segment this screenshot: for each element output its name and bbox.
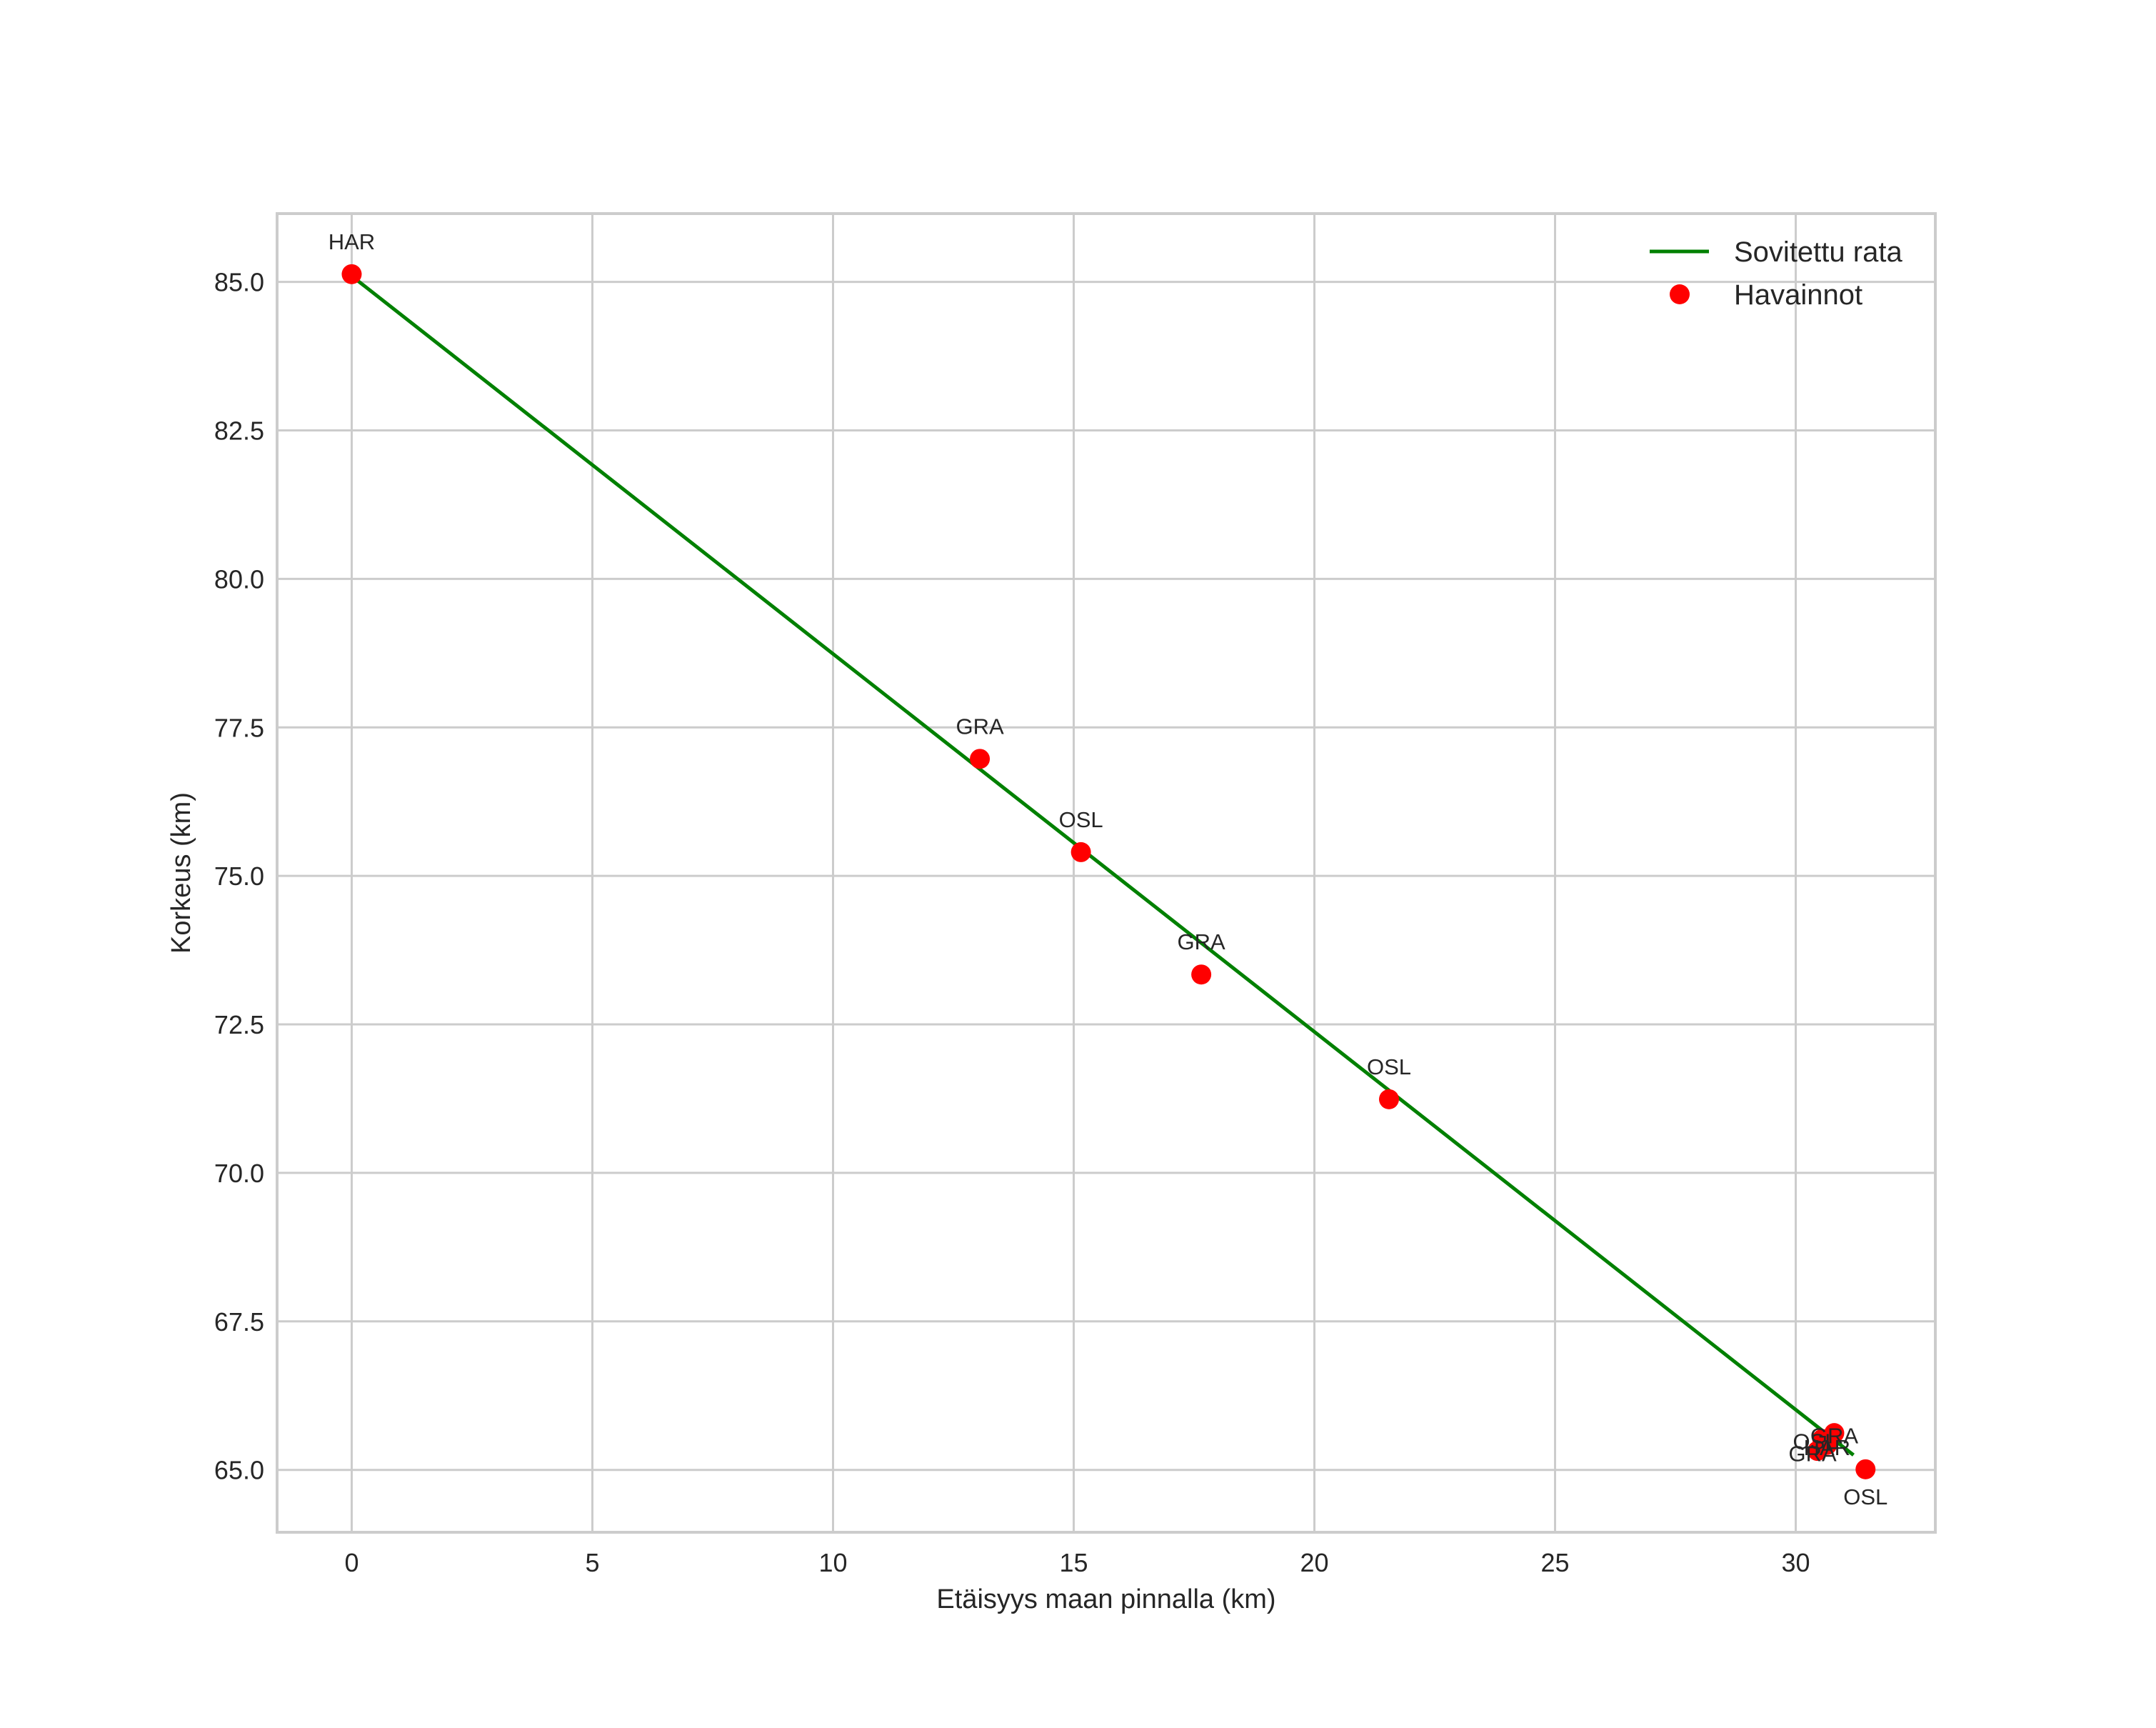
y-tick-label: 77.5 bbox=[214, 713, 264, 742]
station-label: GRA bbox=[1789, 1441, 1837, 1466]
y-tick-label: 75.0 bbox=[214, 861, 264, 891]
fitted-trajectory-line bbox=[350, 274, 1855, 1457]
x-axis-label: Etäisyys maan pinnalla (km) bbox=[936, 1584, 1275, 1614]
observation-point bbox=[1855, 1459, 1876, 1479]
x-tick-label: 0 bbox=[344, 1548, 359, 1577]
legend-label-fitted: Sovitettu rata bbox=[1734, 236, 1902, 268]
legend: Sovitettu rata Havainnot bbox=[1650, 236, 1902, 311]
x-tick-label: 25 bbox=[1541, 1548, 1570, 1577]
y-tick-label: 82.5 bbox=[214, 416, 264, 446]
station-label: GRA bbox=[956, 714, 1004, 739]
x-tick-label: 30 bbox=[1782, 1548, 1810, 1577]
y-tick-labels: 65.0 67.5 70.0 72.5 75.0 77.5 80.0 82.5 85.0 bbox=[214, 268, 264, 1485]
y-tick-label: 70.0 bbox=[214, 1159, 264, 1188]
x-tick-label: 5 bbox=[585, 1548, 599, 1577]
y-tick-label: 67.5 bbox=[214, 1307, 264, 1337]
fitted-trajectory-path bbox=[350, 274, 1855, 1457]
x-tick-label: 20 bbox=[1300, 1548, 1328, 1577]
x-gridlines bbox=[350, 214, 1797, 1532]
x-tick-labels: 0 5 10 15 20 25 30 bbox=[344, 1548, 1810, 1577]
station-label: GRA bbox=[1810, 1423, 1859, 1448]
y-tick-label: 85.0 bbox=[214, 268, 264, 297]
station-label: OSL bbox=[1059, 807, 1103, 832]
observation-point bbox=[970, 749, 991, 769]
observation-point bbox=[1191, 964, 1212, 985]
station-label: OSL bbox=[1367, 1054, 1411, 1079]
observation-point bbox=[1071, 841, 1091, 862]
y-tick-label: 80.0 bbox=[214, 564, 264, 594]
legend-label-observations: Havainnot bbox=[1734, 279, 1862, 311]
station-label: GRA bbox=[1178, 929, 1226, 954]
legend-dot-icon bbox=[1670, 284, 1690, 304]
station-label: OSL bbox=[1793, 1429, 1837, 1454]
y-tick-label: 65.0 bbox=[214, 1456, 264, 1485]
station-label: HAR bbox=[1804, 1435, 1850, 1460]
station-label: HAR bbox=[329, 229, 375, 254]
station-label: OSL bbox=[1843, 1484, 1887, 1509]
plot-area-frame bbox=[276, 212, 1937, 1534]
y-tick-label: 72.5 bbox=[214, 1010, 264, 1039]
observation-point bbox=[1378, 1089, 1399, 1109]
y-axis-label: Korkeus (km) bbox=[166, 792, 196, 954]
observation-points bbox=[341, 264, 1876, 1479]
x-tick-label: 15 bbox=[1059, 1548, 1088, 1577]
observation-point bbox=[341, 264, 362, 284]
x-tick-label: 10 bbox=[818, 1548, 847, 1577]
y-gridlines bbox=[277, 281, 1935, 1472]
observation-point bbox=[1807, 1441, 1827, 1462]
